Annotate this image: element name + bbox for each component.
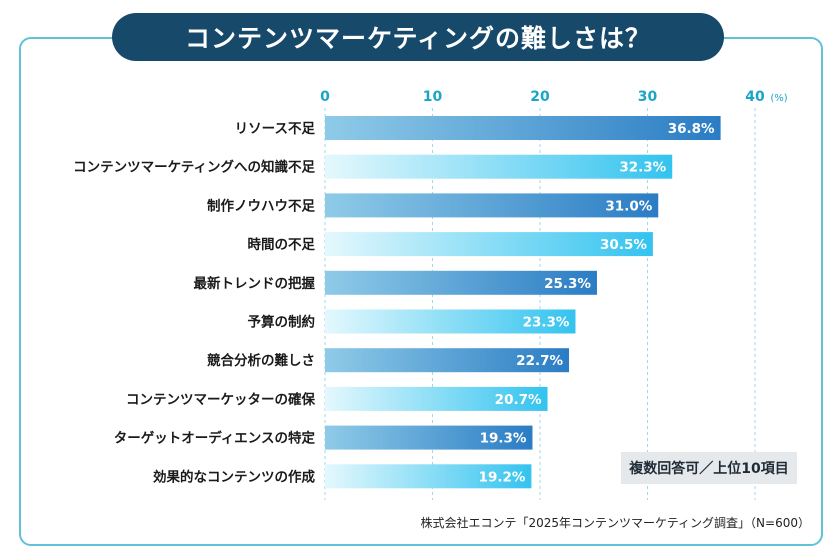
bar (325, 193, 659, 218)
x-axis-unit: (%) (770, 93, 787, 104)
bar (325, 232, 653, 257)
category-label: 制作ノウハウ不足 (207, 197, 315, 214)
category-label: 効果的なコンテンツの作成 (153, 468, 315, 485)
value-label: 20.7% (495, 392, 542, 408)
bar (325, 270, 597, 295)
value-label: 23.3% (523, 315, 570, 331)
value-label: 31.0% (605, 198, 652, 214)
category-label: コンテンツマーケッターの確保 (126, 391, 315, 408)
value-label: 19.3% (480, 431, 527, 447)
x-tick-label: 10 (423, 89, 443, 105)
category-label: コンテンツマーケティングへの知識不足 (73, 159, 315, 176)
value-label: 25.3% (544, 276, 591, 292)
value-label: 22.7% (516, 353, 563, 369)
category-label: ターゲットオーディエンスの特定 (114, 430, 316, 447)
chart-title: コンテンツマーケティングの難しさは？ (112, 13, 724, 61)
value-label: 36.8% (668, 121, 715, 137)
multiple-answer-note: 複数回答可／上位10項目 (621, 452, 797, 484)
x-tick-label: 30 (638, 89, 658, 105)
value-label: 19.2% (479, 469, 526, 485)
bar (325, 386, 548, 411)
category-label: 予算の制約 (248, 314, 316, 331)
category-label: 最新トレンドの把握 (194, 275, 316, 292)
category-label: 競合分析の難しさ (207, 352, 315, 369)
bar (325, 348, 570, 373)
bar (325, 425, 533, 450)
bar (325, 116, 721, 140)
value-label: 32.3% (619, 160, 666, 176)
x-tick-label: 0 (320, 89, 330, 105)
category-label: リソース不足 (235, 121, 316, 137)
x-tick-label: 40 (745, 89, 765, 105)
value-label: 30.5% (600, 237, 647, 253)
x-axis-ticks: 0 10 20 30 40 (%) (320, 89, 788, 105)
bar (325, 309, 576, 334)
source-note: 株式会社エコンテ「2025年コンテンツマーケティング調査」（N=600） (420, 516, 810, 530)
x-tick-label: 20 (530, 89, 550, 105)
bar (325, 154, 673, 179)
bars: リソース不足 36.8% コンテンツマーケティングへの知識不足 32.3% 制作ノウハウ… (73, 116, 721, 489)
bar (325, 464, 532, 489)
category-label: 時間の不足 (248, 236, 316, 253)
